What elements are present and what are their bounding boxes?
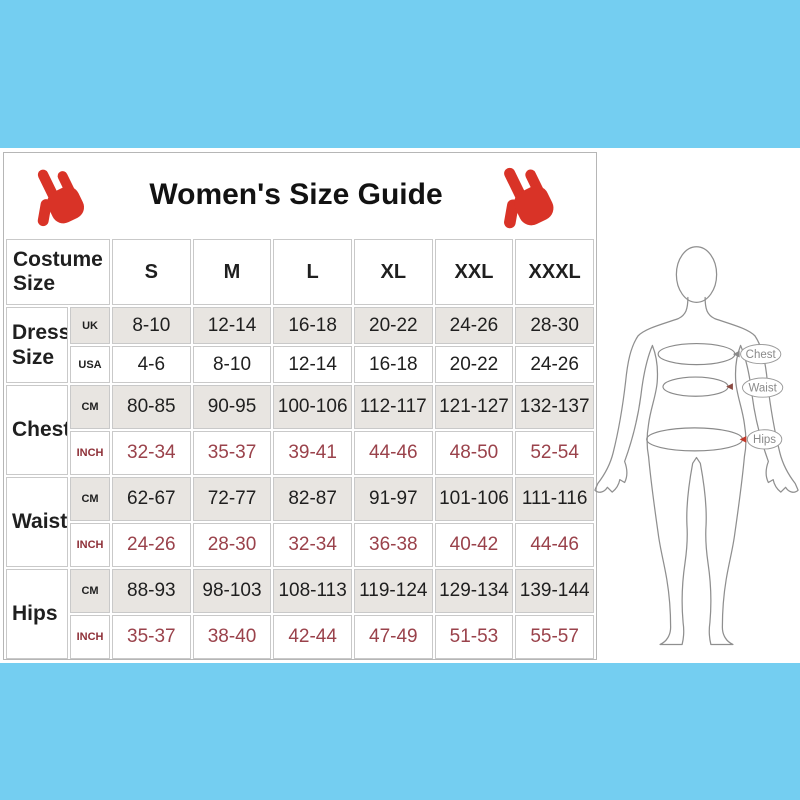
cell-value: 35-37: [112, 615, 191, 659]
table-row-dress-usa: USA 4-6 8-10 12-14 16-18 20-22 24-26: [6, 346, 594, 383]
cell-value: 100-106: [273, 385, 352, 429]
cell-value: 38-40: [192, 615, 272, 659]
cell-value: 47-49: [353, 615, 433, 659]
table-row-waist-cm: Waist CM 62-67 72-77 82-87 91-97 101-106…: [6, 477, 594, 567]
cell-value: 24-26: [515, 346, 594, 383]
table-row-waist-inch: INCH 24-26 28-30 32-34 36-38 40-42 44-46: [6, 523, 594, 567]
size-header-xxxl: XXXL: [515, 239, 594, 305]
waist-measure-ellipse: [662, 376, 729, 397]
cell-value: 12-14: [273, 346, 352, 383]
cell-value: 72-77: [192, 477, 272, 521]
cell-value: 20-22: [434, 346, 514, 383]
cell-value: 82-87: [273, 477, 352, 521]
cell-value: 139-144: [515, 569, 594, 613]
cell-value: 44-46: [353, 431, 433, 475]
size-header-m: M: [192, 239, 272, 305]
table-row-chest-cm: Chest CM 80-85 90-95 100-106 112-117 121…: [6, 385, 594, 475]
cell-value: 36-38: [353, 523, 433, 567]
cell-value: 12-14: [192, 307, 272, 344]
title-bar: Women's Size Guide: [4, 153, 596, 237]
section-label-chest: Chest: [6, 385, 68, 475]
figure-outline-right: [695, 296, 799, 646]
chest-label-bubble: [740, 344, 782, 365]
cell-value: 44-46: [515, 523, 594, 567]
cell-value: 90-95: [192, 385, 272, 429]
unit-label-inch: INCH: [70, 431, 111, 475]
cell-value: 132-137: [515, 385, 594, 429]
cell-value: 129-134: [434, 569, 514, 613]
cell-value: 24-26: [434, 307, 514, 344]
cell-value: 35-37: [192, 431, 272, 475]
love-you-gesture-icon: [504, 167, 554, 229]
table-row-hips-cm: Hips CM 88-93 98-103 108-113 119-124 129…: [6, 569, 594, 659]
corner-label: Costume Size: [6, 239, 111, 305]
cell-value: 121-127: [434, 385, 514, 429]
section-label-waist: Waist: [6, 477, 68, 567]
chest-arrow-icon: [732, 350, 740, 358]
cell-value: 62-67: [112, 477, 191, 521]
cell-value: 52-54: [515, 431, 594, 475]
cell-value: 40-42: [434, 523, 514, 567]
cell-value: 16-18: [353, 346, 433, 383]
cell-value: 98-103: [192, 569, 272, 613]
unit-label-uk: UK: [70, 307, 111, 344]
cell-value: 28-30: [515, 307, 594, 344]
hips-label-bubble: [746, 429, 783, 450]
cell-value: 8-10: [112, 307, 191, 344]
waist-label-bubble: [742, 377, 784, 398]
unit-label-usa: USA: [70, 346, 111, 383]
unit-label-cm: CM: [70, 569, 111, 613]
table-row-hips-inch: INCH 35-37 38-40 42-44 47-49 51-53 55-57: [6, 615, 594, 659]
unit-label-cm: CM: [70, 477, 111, 521]
cell-value: 32-34: [273, 523, 352, 567]
table-row-chest-inch: INCH 32-34 35-37 39-41 44-46 48-50 52-54: [6, 431, 594, 475]
love-you-gesture-icon: [37, 169, 85, 227]
body-measurement-figure: Chest Waist Hips: [594, 246, 799, 646]
cell-value: 32-34: [112, 431, 191, 475]
cell-value: 24-26: [112, 523, 191, 567]
waist-label: Waist: [748, 382, 777, 394]
size-table: Costume Size S M L XL XXL XXXL Dress Siz…: [4, 237, 596, 661]
cell-value: 28-30: [192, 523, 272, 567]
cell-value: 55-57: [515, 615, 594, 659]
chest-measure-ellipse: [657, 342, 736, 366]
cell-value: 80-85: [112, 385, 191, 429]
cell-value: 39-41: [273, 431, 352, 475]
size-guide-card: Women's Size Guide Costume Size S M L XL…: [3, 152, 597, 660]
cell-value: 91-97: [353, 477, 433, 521]
header-row: Costume Size S M L XL XXL XXXL: [6, 239, 594, 305]
cell-value: 48-50: [434, 431, 514, 475]
hips-label: Hips: [753, 434, 776, 446]
size-header-xl: XL: [353, 239, 433, 305]
cell-value: 42-44: [273, 615, 352, 659]
figure-outline-left: [594, 296, 698, 646]
waist-arrow-icon: [726, 383, 733, 391]
cell-value: 88-93: [112, 569, 191, 613]
cell-value: 111-116: [515, 477, 594, 521]
cell-value: 16-18: [273, 307, 352, 344]
size-header-l: L: [273, 239, 352, 305]
cell-value: 101-106: [434, 477, 514, 521]
cell-value: 51-53: [434, 615, 514, 659]
cell-value: 8-10: [192, 346, 272, 383]
section-label-hips: Hips: [6, 569, 68, 659]
cell-value: 112-117: [353, 385, 433, 429]
unit-label-inch: INCH: [70, 615, 111, 659]
unit-label-cm: CM: [70, 385, 111, 429]
size-header-xxl: XXL: [434, 239, 514, 305]
cell-value: 20-22: [353, 307, 433, 344]
hips-arrow-icon: [739, 436, 747, 443]
figure-head: [675, 246, 718, 303]
unit-label-inch: INCH: [70, 523, 111, 567]
table-row-dress-uk: Dress Size UK 8-10 12-14 16-18 20-22 24-…: [6, 307, 594, 383]
page-title: Women's Size Guide: [149, 178, 443, 211]
hips-measure-ellipse: [646, 427, 744, 452]
cell-value: 119-124: [353, 569, 433, 613]
chest-label: Chest: [746, 349, 777, 361]
section-label-dress-size: Dress Size: [6, 307, 68, 383]
cell-value: 4-6: [112, 346, 191, 383]
cell-value: 108-113: [273, 569, 352, 613]
size-header-s: S: [112, 239, 191, 305]
